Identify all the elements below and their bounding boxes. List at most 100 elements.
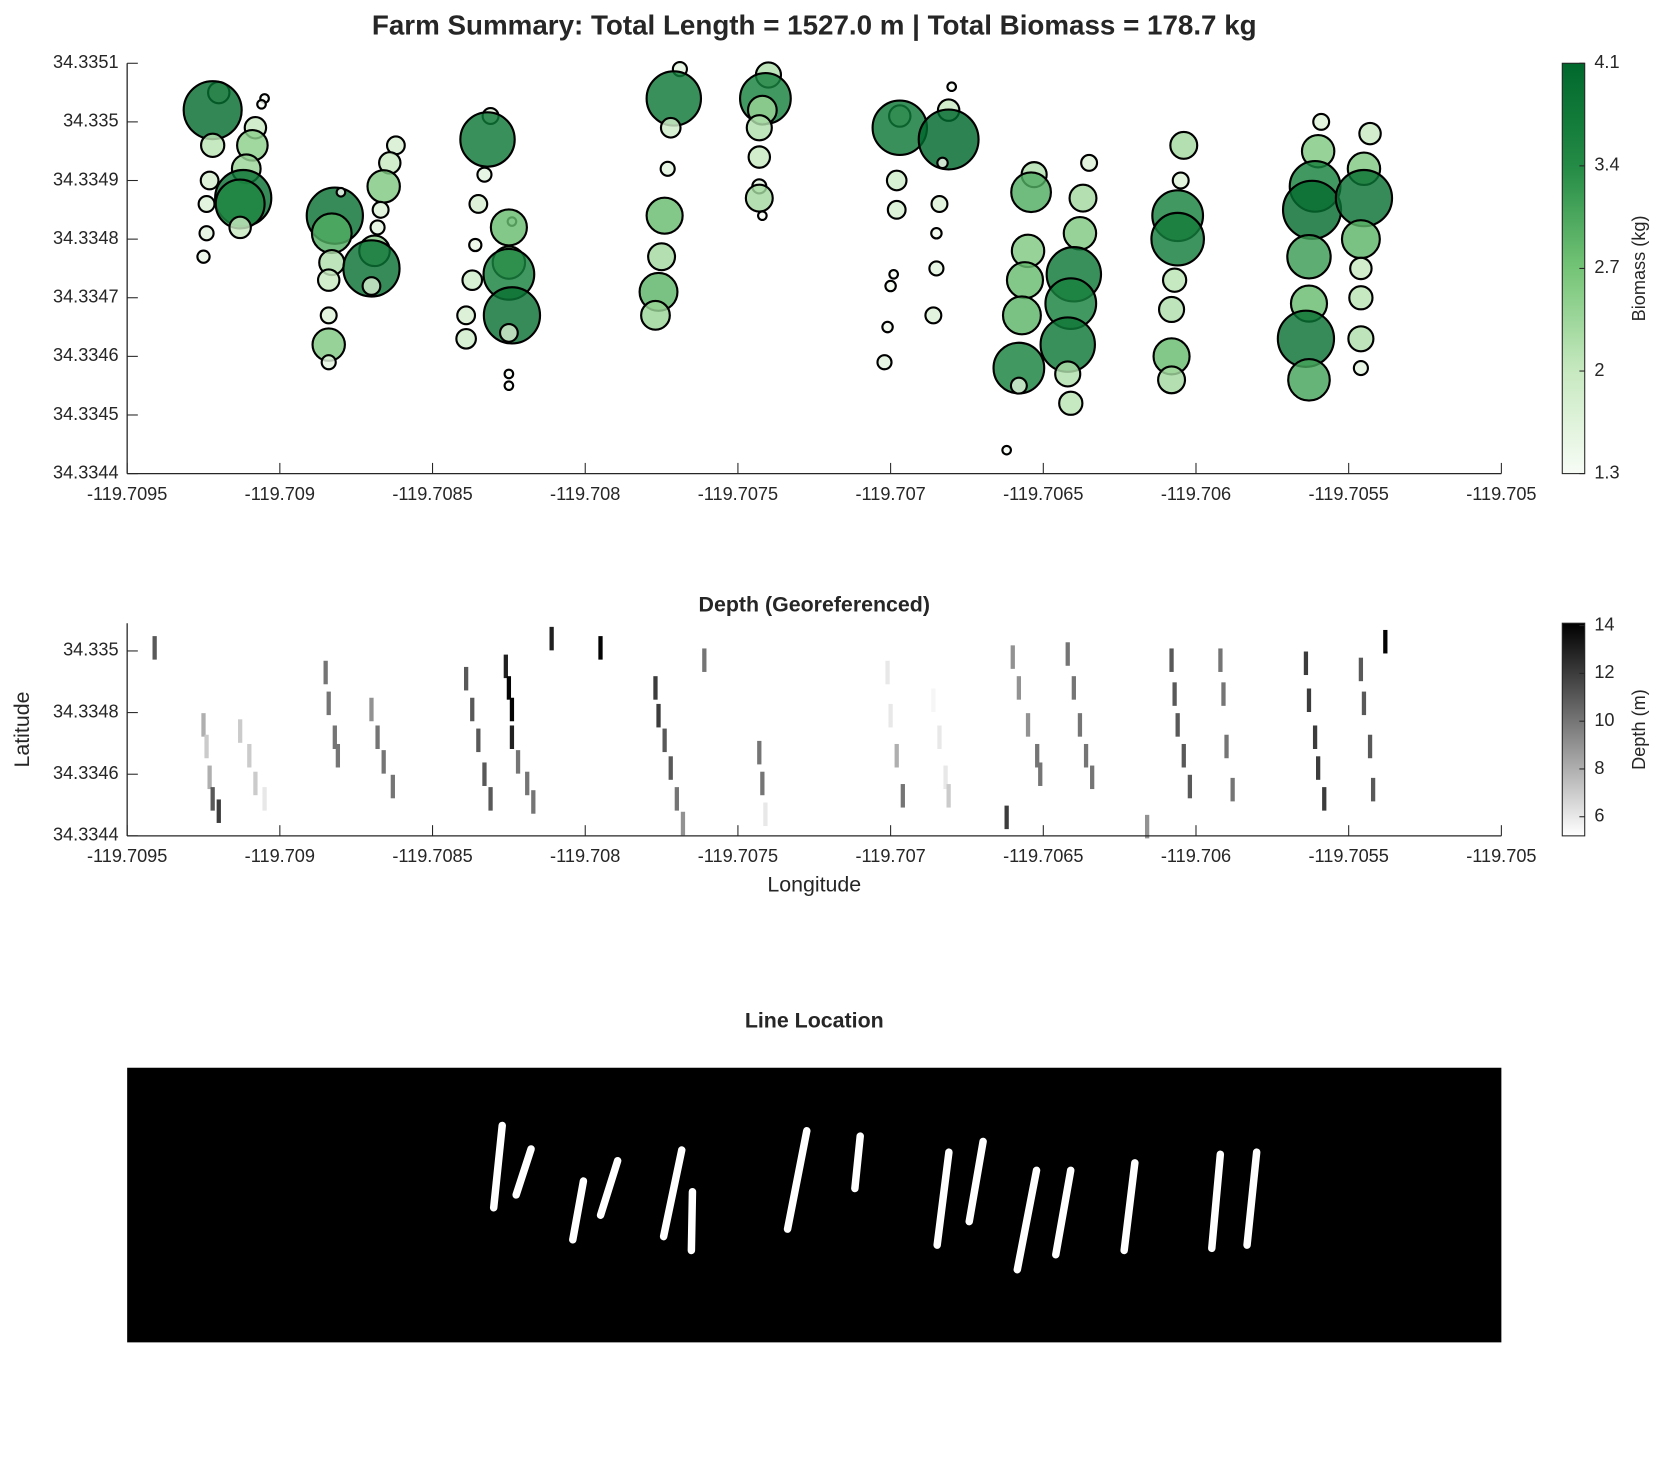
x-tick-label: -119.709 (245, 484, 315, 504)
bubble (888, 268, 900, 280)
colorbar-tick-label: 2 (1594, 360, 1604, 380)
depth-cell (515, 750, 521, 774)
y-tick-label: 34.3345 (53, 404, 119, 424)
x-tick-label: -119.7055 (1308, 484, 1388, 504)
depth-cell (1181, 743, 1186, 768)
depth-cell (503, 654, 508, 679)
y-tick-label: 34.3344 (53, 462, 119, 482)
bubble (1010, 171, 1052, 214)
depth-cell (463, 666, 469, 691)
bubble (747, 145, 772, 169)
x-tick-label: -119.7055 (1308, 846, 1388, 866)
depth-cell (1230, 777, 1235, 802)
depth-cell (247, 743, 252, 768)
bubbles (182, 61, 1394, 456)
depth-cell (1303, 651, 1309, 676)
bubble (316, 268, 341, 292)
x-tick-label: -119.708 (550, 846, 620, 866)
x-tick-label: -119.707 (855, 484, 925, 504)
bubble (1349, 256, 1373, 281)
line-trace (1243, 1148, 1261, 1249)
y-axis-label: Latitude (10, 692, 34, 768)
bubble (881, 320, 894, 334)
depth-cell (152, 636, 157, 660)
bubble (1352, 360, 1369, 377)
bubble (924, 306, 943, 325)
depth-cell (1358, 657, 1364, 682)
y-tick-label: 34.335 (63, 640, 119, 660)
bubble (456, 305, 477, 326)
bubble (1157, 365, 1187, 395)
depth-cell (1038, 762, 1043, 786)
image-frame (127, 1067, 1502, 1343)
depth-cell (1090, 765, 1095, 790)
x-tick-label: -119.7075 (698, 846, 778, 866)
bubble (659, 160, 676, 177)
line-trace (1208, 1150, 1225, 1253)
depth-cell (326, 691, 331, 716)
chart-title: Depth (Georeferenced) (699, 593, 930, 617)
line-trace (596, 1156, 622, 1219)
bubble (1287, 357, 1331, 402)
line-trace (1052, 1166, 1075, 1259)
depth-cells (152, 626, 1388, 839)
y-tick-label: 34.3347 (53, 287, 119, 307)
y-tick-label: 34.3348 (53, 701, 119, 721)
line-trace (659, 1146, 686, 1241)
bubble (1348, 285, 1374, 311)
bubble (199, 170, 220, 191)
depth-cell (1016, 676, 1022, 700)
x-tick-label: -119.7085 (392, 484, 472, 504)
bubble (1171, 171, 1190, 190)
x-axis-label: Longitude (767, 873, 861, 897)
depth-cell (1169, 648, 1174, 672)
x-tick-label: -119.706 (1161, 484, 1231, 504)
colorbar-label: Depth (m) (1629, 689, 1649, 770)
depth-cell (1065, 642, 1070, 666)
bubble (468, 237, 483, 253)
depth-cell (1010, 645, 1015, 669)
depth-cell (1312, 725, 1318, 749)
y-tick-label: 34.3349 (53, 169, 119, 189)
bubble (503, 368, 515, 380)
bubble (361, 276, 382, 296)
bubble (1054, 360, 1082, 388)
y-tick-label: 34.3346 (53, 345, 119, 365)
bubble (476, 166, 493, 183)
bubble (1062, 216, 1098, 251)
line-trace (965, 1137, 987, 1226)
depth-cell (332, 725, 337, 749)
depth-cell (476, 728, 481, 753)
bubble (885, 169, 908, 192)
depth-cell (1218, 648, 1223, 672)
x-tick-label: -119.705 (1466, 484, 1536, 504)
y-tick-label: 34.335 (63, 111, 119, 131)
bubble (371, 200, 390, 219)
depth-cell (931, 688, 936, 713)
bubble (928, 260, 945, 277)
bubble (886, 199, 907, 220)
depth-cell (937, 725, 942, 749)
depth-cell (201, 713, 206, 737)
depth-cell (900, 784, 905, 808)
bubble (468, 194, 489, 214)
bubble (1150, 211, 1205, 267)
depth-cell (656, 703, 661, 728)
bubble (645, 196, 684, 235)
colorbar-label: Biomass (kg) (1629, 215, 1649, 321)
bubble (1312, 112, 1331, 131)
line-trace (851, 1132, 864, 1193)
depth-cell (894, 743, 899, 768)
bubble (930, 194, 949, 213)
depth-cell (760, 771, 765, 796)
colorbar-tick-label: 2.7 (1594, 257, 1619, 277)
x-tick-label: -119.7065 (1003, 846, 1083, 866)
bubble (745, 114, 773, 142)
y-tick-label: 34.3344 (53, 825, 119, 845)
depth-cell (1224, 734, 1229, 759)
depth-cell (335, 743, 341, 768)
colorbar-tick-label: 6 (1594, 806, 1604, 826)
depth-cell (757, 740, 762, 765)
bubble (503, 380, 515, 392)
bubble (1281, 179, 1343, 240)
